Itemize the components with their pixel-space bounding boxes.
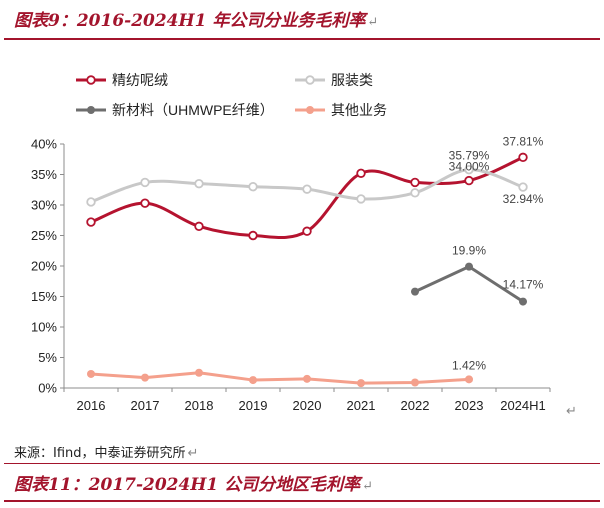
y-tick-label: 0%	[38, 381, 57, 396]
data-point	[357, 379, 365, 388]
data-point	[518, 182, 528, 192]
data-point	[410, 177, 420, 188]
data-label: 34.00%	[449, 160, 490, 174]
data-point	[356, 168, 366, 178]
data-point	[86, 197, 96, 207]
data-point	[518, 152, 528, 163]
x-tick-label: 2017	[131, 398, 160, 413]
y-tick-label: 10%	[31, 320, 57, 335]
data-label: 1.42%	[452, 358, 486, 372]
data-point	[519, 297, 527, 306]
bottom-rule	[4, 500, 600, 502]
data-point	[465, 262, 473, 271]
x-tick-label: 2020	[293, 398, 322, 413]
data-point	[248, 230, 258, 241]
legend-swatch-marker	[86, 75, 96, 85]
x-tick-label: 2022	[401, 398, 430, 413]
legend-swatch-marker	[306, 106, 314, 114]
figure-title: 图表9：2016-2024H1 年公司分业务毛利率 ↵	[14, 11, 379, 31]
data-label: 37.81%	[503, 134, 544, 148]
x-tick-label: 2016	[77, 398, 106, 413]
data-point	[302, 184, 312, 194]
data-point	[465, 375, 473, 384]
data-point	[86, 217, 96, 227]
data-point	[303, 374, 311, 383]
data-point	[194, 221, 204, 232]
data-point	[411, 287, 419, 296]
data-point	[140, 198, 150, 208]
data-point	[410, 188, 420, 198]
data-label: 35.79%	[449, 149, 490, 163]
legend-label: 新材料（UHMWPE纤维）	[112, 102, 274, 118]
legend-swatch-marker	[87, 106, 95, 114]
source-note: 来源：Ifind，中泰证券研究所 ↵	[14, 446, 199, 461]
y-tick-label: 30%	[31, 198, 57, 213]
series-line	[90, 371, 470, 385]
data-label: 32.94%	[503, 192, 544, 206]
data-point	[140, 177, 150, 188]
data-point	[411, 378, 419, 387]
data-label: 14.17%	[503, 278, 544, 292]
data-point	[464, 164, 474, 175]
y-tick-label: 25%	[31, 228, 57, 243]
x-tick-label: 2018	[185, 398, 214, 413]
legend-label: 服装类	[331, 72, 373, 88]
y-tick-label: 20%	[31, 259, 57, 274]
chart-return-mark: ↵	[566, 404, 577, 419]
y-tick-label: 5%	[38, 350, 57, 365]
data-point	[87, 369, 95, 378]
data-point	[194, 178, 204, 189]
data-point	[356, 194, 366, 204]
x-tick-label: 2019	[239, 398, 268, 413]
data-point	[249, 376, 257, 385]
data-point	[248, 181, 258, 192]
data-point	[464, 175, 474, 186]
y-tick-label: 35%	[31, 167, 57, 182]
data-point	[141, 373, 149, 382]
title-rule	[4, 38, 600, 40]
y-tick-label: 40%	[31, 137, 57, 152]
legend-swatch-marker	[305, 75, 315, 85]
data-point	[302, 226, 312, 236]
x-tick-label: 2023	[455, 398, 484, 413]
legend-label: 其他业务	[331, 102, 387, 118]
y-tick-label: 15%	[31, 289, 57, 304]
source-rule	[4, 463, 600, 464]
data-point	[195, 368, 203, 377]
x-tick-label: 2024H1	[500, 398, 546, 413]
chart-area: 0% 5% 10% 15% 20% 25% 30% 35% 40% 2016 2017 2018 201…	[0, 40, 604, 440]
data-label: 19.9%	[452, 244, 486, 258]
next-figure-title: 图表11：2017-2024H1 公司分地区毛利率 ↵	[14, 475, 374, 495]
line-chart: 0% 5% 10% 15% 20% 25% 30% 35% 40% 2016 2017 2018 201…	[31, 72, 551, 413]
legend-label: 精纺呢绒	[112, 72, 168, 88]
x-tick-label: 2021	[347, 398, 376, 413]
